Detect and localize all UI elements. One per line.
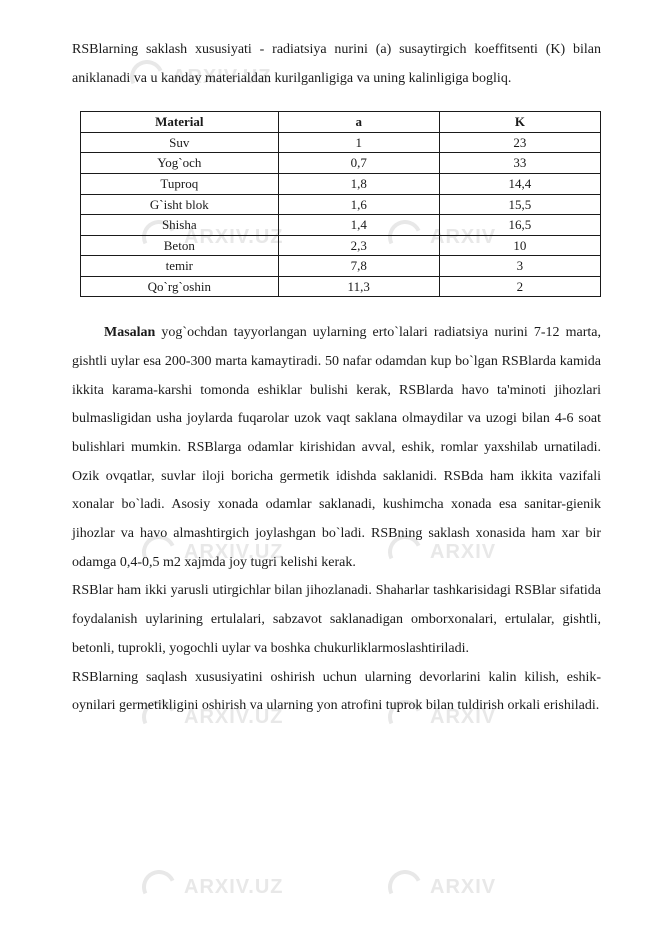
materials-table: Material a K Suv123 Yog`och0,733 Tuproq1… xyxy=(80,111,601,297)
table-row: G`isht blok1,615,5 xyxy=(81,194,601,215)
main-paragraph-text: yog`ochdan tayyorlangan uylarning erto`l… xyxy=(72,325,601,570)
masalan-lead: Masalan xyxy=(104,325,155,340)
cell: 14,4 xyxy=(439,174,600,195)
watermark: ARXIV.UZ xyxy=(142,870,284,904)
cell: Beton xyxy=(81,235,279,256)
table-row: Qo`rg`oshin11,32 xyxy=(81,276,601,297)
cell: 10 xyxy=(439,235,600,256)
intro-paragraph: RSBlarning saklash xususiyati - radiatsi… xyxy=(72,36,601,93)
cell: Tuproq xyxy=(81,174,279,195)
table-row: Suv123 xyxy=(81,132,601,153)
cell: 3 xyxy=(439,256,600,277)
cell: 11,3 xyxy=(278,276,439,297)
cell: 2,3 xyxy=(278,235,439,256)
cell: 0,7 xyxy=(278,153,439,174)
table-row: Yog`och0,733 xyxy=(81,153,601,174)
watermark: ARXIV xyxy=(388,870,496,904)
cell: 16,5 xyxy=(439,215,600,236)
paragraph-4: RSBlarning saqlash xususiyatini oshirish… xyxy=(72,664,601,721)
cell: 1,4 xyxy=(278,215,439,236)
table-row: temir7,83 xyxy=(81,256,601,277)
materials-table-container: Material a K Suv123 Yog`och0,733 Tuproq1… xyxy=(80,111,601,297)
cell: 1,8 xyxy=(278,174,439,195)
table-header-row: Material a K xyxy=(81,112,601,133)
cell: Yog`och xyxy=(81,153,279,174)
table-body: Suv123 Yog`och0,733 Tuproq1,814,4 G`isht… xyxy=(81,132,601,296)
table-row: Shisha1,416,5 xyxy=(81,215,601,236)
cell: 23 xyxy=(439,132,600,153)
paragraph-3: RSBlar ham ikki yarusli utirgichlar bila… xyxy=(72,577,601,663)
cell: 7,8 xyxy=(278,256,439,277)
cell: 1 xyxy=(278,132,439,153)
table-row: Beton2,310 xyxy=(81,235,601,256)
cell: 15,5 xyxy=(439,194,600,215)
col-header-material: Material xyxy=(81,112,279,133)
col-header-a: a xyxy=(278,112,439,133)
cell: Suv xyxy=(81,132,279,153)
table-row: Tuproq1,814,4 xyxy=(81,174,601,195)
main-paragraph: Masalan yog`ochdan tayyorlangan uylarnin… xyxy=(72,319,601,577)
cell: 1,6 xyxy=(278,194,439,215)
cell: G`isht blok xyxy=(81,194,279,215)
cell: temir xyxy=(81,256,279,277)
cell: Qo`rg`oshin xyxy=(81,276,279,297)
col-header-k: K xyxy=(439,112,600,133)
cell: Shisha xyxy=(81,215,279,236)
cell: 33 xyxy=(439,153,600,174)
cell: 2 xyxy=(439,276,600,297)
